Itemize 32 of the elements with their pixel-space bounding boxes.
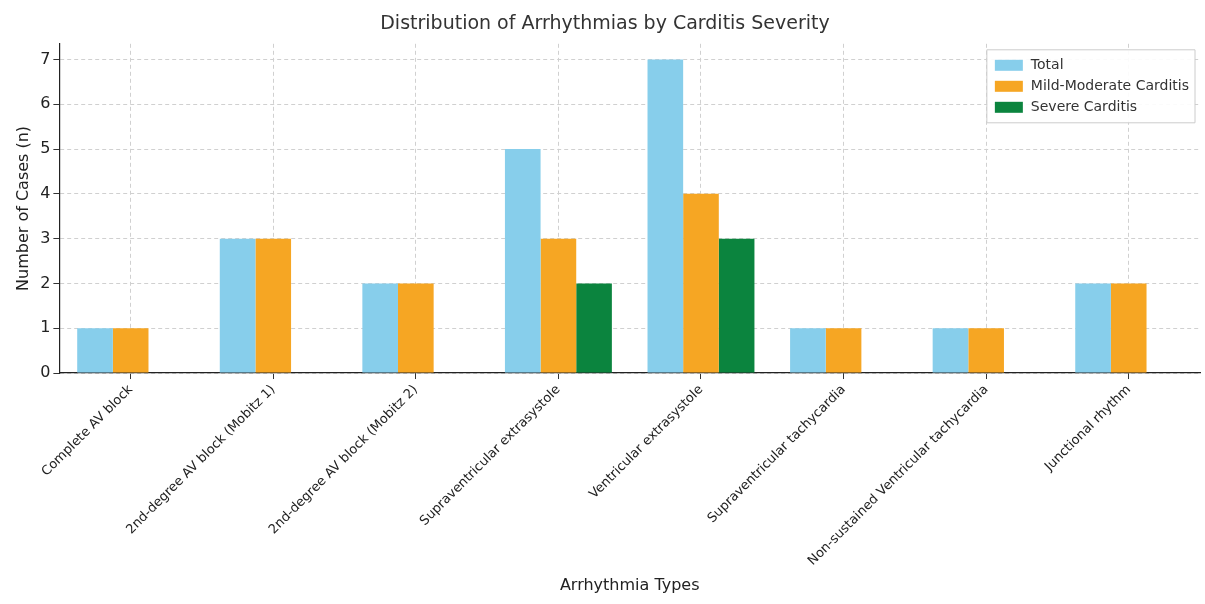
- bar: [219, 238, 256, 373]
- bar: [647, 59, 684, 373]
- bar: [540, 238, 577, 373]
- bar: [968, 328, 1004, 373]
- bar: [683, 193, 719, 373]
- bar: [718, 238, 755, 373]
- legend-label: Total: [1029, 56, 1064, 73]
- y-tick-label: 6: [40, 93, 51, 113]
- y-tick-label: 5: [40, 138, 51, 158]
- bar: [398, 283, 434, 373]
- y-tick-label: 2: [40, 272, 51, 292]
- x-axis-title: Arrhythmia Types: [559, 574, 700, 594]
- y-tick-label: 3: [40, 227, 51, 247]
- y-tick-label: 0: [40, 362, 51, 382]
- bar: [362, 283, 398, 373]
- y-tick-label: 4: [40, 183, 51, 203]
- bar: [255, 238, 292, 373]
- legend-label: Severe Carditis: [1030, 98, 1138, 115]
- y-tick-label: 1: [40, 317, 51, 337]
- bar: [112, 328, 149, 373]
- bar: [576, 283, 612, 373]
- bar: [1075, 283, 1111, 373]
- y-tick-label: 7: [40, 48, 51, 68]
- bar: [825, 328, 862, 373]
- chart-title: Distribution of Arrhythmias by Carditis Severity: [380, 11, 830, 34]
- legend-label: Mild-Moderate Carditis: [1030, 77, 1190, 94]
- bar: [504, 149, 541, 373]
- bar: [1110, 283, 1147, 373]
- bar: [932, 328, 969, 373]
- bar: [77, 328, 113, 373]
- bar: [790, 328, 826, 373]
- y-axis-title: Number of Cases (n): [12, 125, 32, 291]
